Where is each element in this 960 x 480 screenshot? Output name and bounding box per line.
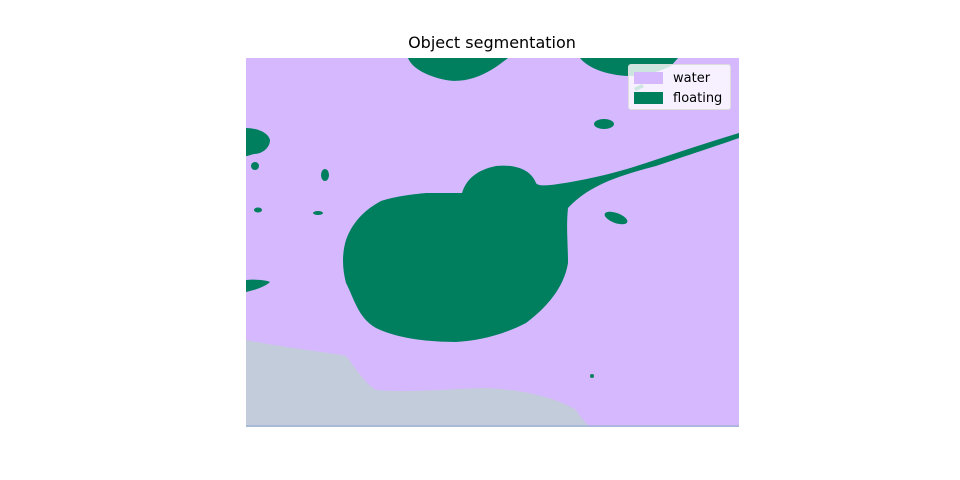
floating-region-top (408, 58, 508, 81)
floating-region-left-edge (246, 128, 270, 156)
floating-speck-3 (254, 207, 262, 213)
floating-speck-1 (251, 162, 259, 170)
legend-label-floating: floating (673, 90, 723, 106)
legend-entry-water: water (634, 70, 710, 86)
legend-swatch-floating (634, 92, 663, 104)
floating-speck-6 (604, 211, 628, 225)
floating-speck-2 (321, 169, 329, 181)
legend-swatch-water (634, 72, 663, 84)
floating-speck-5 (594, 119, 614, 129)
legend-entry-floating: floating (634, 90, 722, 106)
legend-label-water: water (673, 70, 711, 86)
legend: water floating (628, 64, 731, 110)
segmentation-mask (246, 58, 739, 427)
floating-speck-4 (313, 211, 323, 215)
floating-region-left-lower (246, 279, 270, 292)
chart-title: Object segmentation (408, 33, 576, 52)
floating-speck-7 (590, 374, 594, 378)
floating-region-main (343, 133, 739, 342)
background-region (246, 340, 591, 427)
segmentation-image (246, 58, 739, 427)
